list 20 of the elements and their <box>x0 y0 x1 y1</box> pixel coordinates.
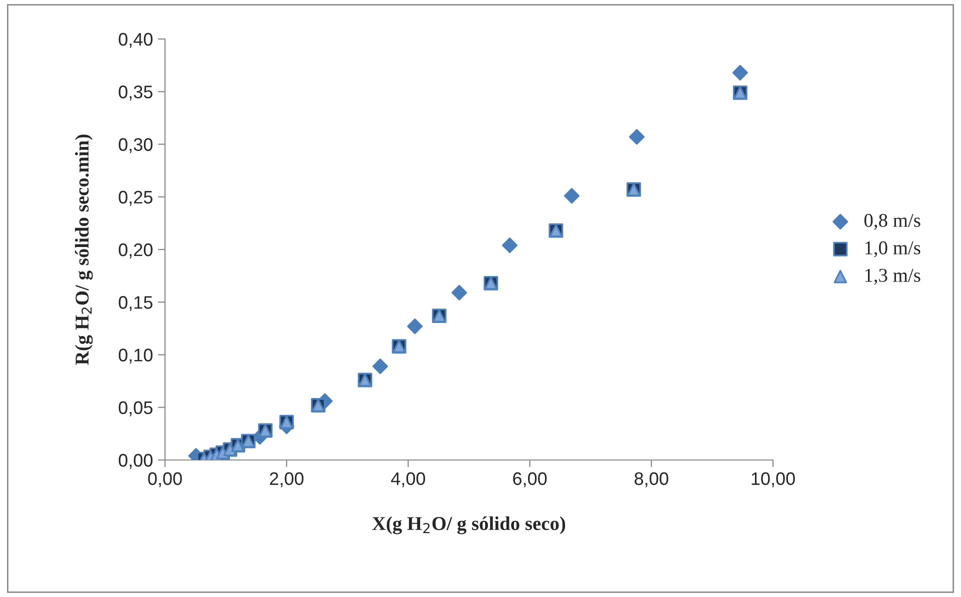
x-tick-label: 6,00 <box>513 472 547 488</box>
legend-label: 0,8 m/s <box>864 214 920 230</box>
x-axis-title: X(g H$_{2}$O/ g sólido seco) <box>372 516 566 534</box>
x-tick-label: 0,00 <box>148 472 182 488</box>
legend-label: 1,3 m/s <box>865 268 920 285</box>
y-tick-label: 0,15 <box>118 296 152 311</box>
x-tick-label: 10,00 <box>752 472 795 488</box>
x-tick-label: 4,00 <box>391 472 426 488</box>
y-tick-label: 0,25 <box>118 190 152 206</box>
legend-label: 1,0 m/s <box>865 241 920 258</box>
y-tick-label: 0,35 <box>118 86 152 100</box>
y-tick-label: 0,20 <box>118 243 152 258</box>
y-tick-label: 0,30 <box>118 138 152 154</box>
x-tick-label: 2,00 <box>270 472 304 488</box>
y-tick-label: 0,10 <box>118 348 152 364</box>
y-tick-label: 0,40 <box>118 32 152 48</box>
x-tick-label: 8,00 <box>634 472 668 488</box>
y-tick-label: 0,00 <box>118 454 152 469</box>
y-axis-title: R(g H$_{2}$O/ g sólido seco.min) <box>74 134 93 365</box>
y-tick-label: 0,05 <box>118 401 152 416</box>
